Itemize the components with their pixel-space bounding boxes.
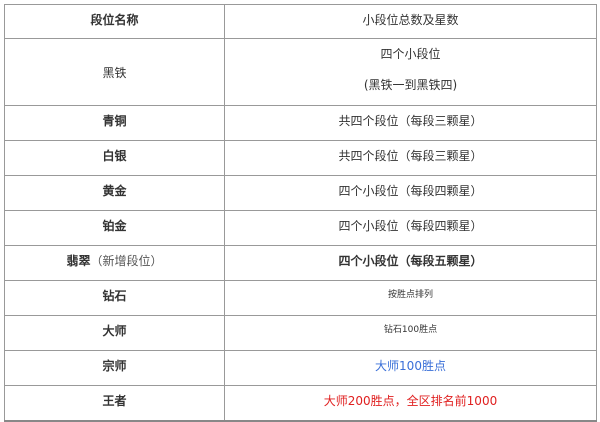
tier-info: 按胜点排列 — [387, 290, 433, 300]
rank-name-cell: 钻石 — [4, 280, 225, 316]
tier-info: 钻石100胜点 — [383, 325, 438, 335]
rank-name: 白银 — [102, 149, 127, 163]
header-rank-name: 段位名称 — [4, 4, 225, 39]
tier-info: 四个小段位（每段五颗星） — [338, 254, 483, 268]
rank-name-cell: 王者 — [4, 385, 225, 422]
rank-name-cell: 黄金 — [4, 175, 225, 211]
header-tiers-stars: 小段位总数及星数 — [224, 4, 597, 39]
rank-name-cell: 白银 — [4, 140, 225, 176]
rank-name: 王者 — [102, 394, 127, 408]
rank-name-note: （新增段位） — [90, 254, 163, 268]
tier-info-cell: 大师200胜点，全区排名前1000 — [224, 385, 597, 422]
rank-name: 铂金 — [102, 219, 127, 233]
table-row: 黄金 四个小段位（每段四颗星） — [4, 175, 597, 211]
tier-info-cell: 按胜点排列 — [224, 280, 597, 316]
rank-name: 黄金 — [102, 184, 127, 198]
table-row: 白银 共四个段位（每段三颗星） — [4, 140, 597, 176]
rank-name-cell: 铂金 — [4, 210, 225, 246]
tier-info-cell: 四个小段位（每段五颗星） — [224, 245, 597, 281]
rank-name-cell: 大师 — [4, 315, 225, 351]
tier-info-cell: 四个小段位（每段四颗星） — [224, 175, 597, 211]
table-row: 铂金 四个小段位（每段四颗星） — [4, 210, 597, 246]
table-row: 钻石 按胜点排列 — [4, 280, 597, 316]
table-header-row: 段位名称 小段位总数及星数 — [4, 4, 597, 39]
tier-info-cell: 四个小段位 (黑铁一到黑铁四) — [224, 38, 597, 106]
tier-info: 四个小段位（每段四颗星） — [338, 219, 483, 233]
tier-info-cell: 大师100胜点 — [224, 350, 597, 386]
table-row: 大师 钻石100胜点 — [4, 315, 597, 351]
rank-name-cell: 青铜 — [4, 105, 225, 141]
tier-info: 四个小段位（每段四颗星） — [338, 184, 483, 198]
tier-info: 四个小段位 — [380, 47, 441, 61]
rank-name: 宗师 — [102, 359, 127, 373]
rank-name-cell: 宗师 — [4, 350, 225, 386]
tier-info: 大师200胜点，全区排名前1000 — [323, 394, 498, 408]
rank-name: 大师 — [102, 324, 127, 338]
table-row: 宗师 大师100胜点 — [4, 350, 597, 386]
rank-name-cell: 黑铁 — [4, 38, 225, 106]
rank-name-cell: 翡翠（新增段位） — [4, 245, 225, 281]
rank-name: 翡翠 — [66, 254, 91, 268]
tier-info-detail: (黑铁一到黑铁四) — [363, 78, 458, 92]
tier-info-cell: 共四个段位（每段三颗星） — [224, 140, 597, 176]
tier-info: 共四个段位（每段三颗星） — [338, 114, 483, 128]
tier-info-cell: 钻石100胜点 — [224, 315, 597, 351]
table-row: 青铜 共四个段位（每段三颗星） — [4, 105, 597, 141]
rank-table: 段位名称 小段位总数及星数 黑铁 四个小段位 (黑铁一到黑铁四) 青铜 共四个段位（每段… — [4, 4, 597, 422]
tier-info: 共四个段位（每段三颗星） — [338, 149, 483, 163]
tier-info: 大师100胜点 — [375, 359, 446, 373]
rank-name: 钻石 — [102, 289, 127, 303]
tier-info-cell: 共四个段位（每段三颗星） — [224, 105, 597, 141]
table-row: 翡翠（新增段位） 四个小段位（每段五颗星） — [4, 245, 597, 281]
table-row: 王者 大师200胜点，全区排名前1000 — [4, 385, 597, 422]
table-row: 黑铁 四个小段位 (黑铁一到黑铁四) — [4, 38, 597, 106]
rank-name: 黑铁 — [102, 65, 127, 80]
tier-info-cell: 四个小段位（每段四颗星） — [224, 210, 597, 246]
rank-name: 青铜 — [102, 114, 127, 128]
